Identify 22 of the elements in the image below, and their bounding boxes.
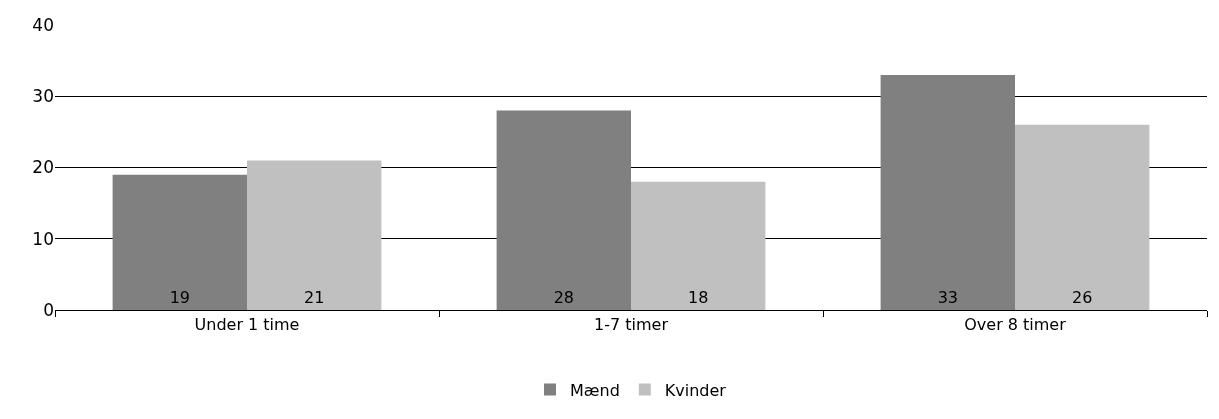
y-tick-label: 40 xyxy=(32,14,54,35)
data-label: 19 xyxy=(169,288,190,307)
data-label: 28 xyxy=(553,288,574,307)
y-tick-label: 20 xyxy=(32,157,54,178)
y-tick-label: 30 xyxy=(32,86,54,107)
bar xyxy=(496,110,631,310)
bar xyxy=(1015,124,1150,310)
bar xyxy=(247,160,382,310)
data-label: 26 xyxy=(1072,288,1093,307)
data-label: 21 xyxy=(304,288,325,307)
bar xyxy=(880,74,1015,310)
x-tick-label: Under 1 time xyxy=(194,315,300,335)
legend-label: Kvinder xyxy=(664,380,727,400)
x-tick-label: 1-7 timer xyxy=(594,315,669,335)
x-tick-label: Over 8 timer xyxy=(964,315,1067,335)
data-label: 18 xyxy=(688,288,709,307)
data-label: 33 xyxy=(937,288,958,307)
y-tick-label: 0 xyxy=(43,299,54,320)
legend-label: Mænd xyxy=(570,380,620,400)
y-tick-label: 10 xyxy=(32,228,54,249)
bar xyxy=(631,181,766,310)
bar xyxy=(112,174,247,310)
